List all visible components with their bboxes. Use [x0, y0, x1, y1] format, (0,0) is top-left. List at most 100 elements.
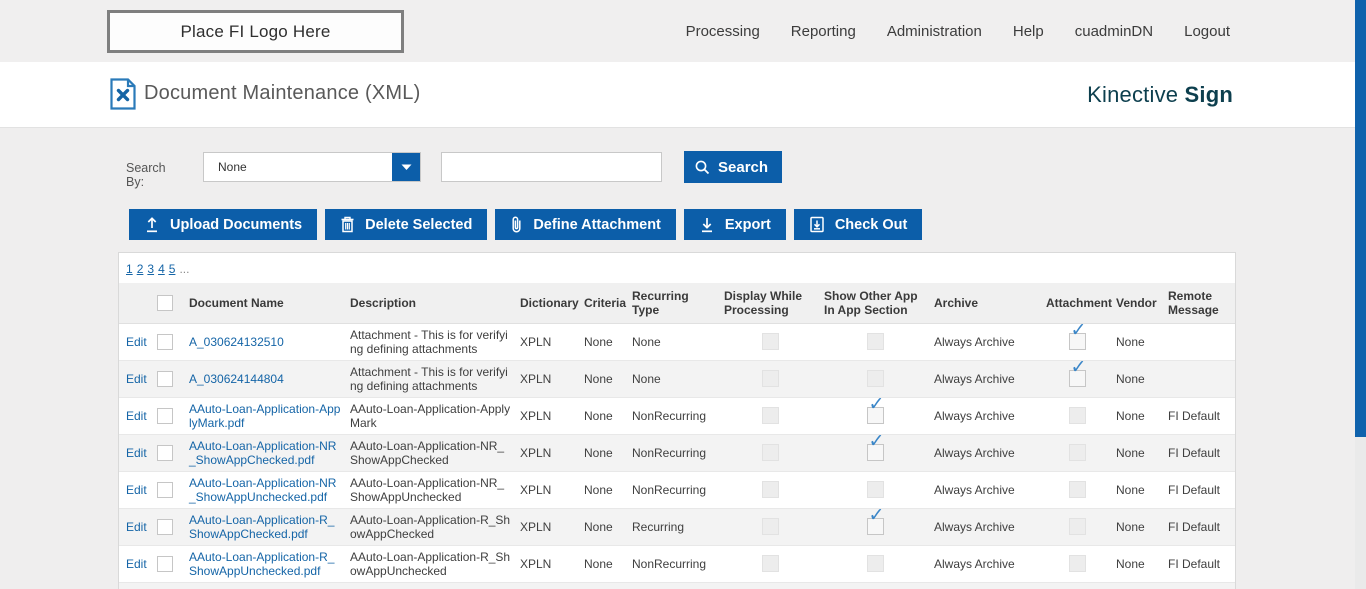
select-all-checkbox[interactable] [157, 294, 173, 311]
chevron-down-icon[interactable] [392, 153, 420, 181]
row-checkbox[interactable] [157, 444, 173, 461]
dictionary-cell: XPLN [516, 323, 580, 361]
document-name-link[interactable]: AAuto-Loan-Application-R_ShowAppChecked.… [189, 512, 335, 541]
document-xml-icon [110, 78, 136, 110]
show-other-app-checkbox [866, 370, 884, 387]
edit-link[interactable]: Edit [126, 482, 147, 497]
trash-icon [341, 216, 354, 233]
nav-logout[interactable]: Logout [1184, 22, 1230, 40]
page-scrollbar[interactable] [1355, 0, 1366, 589]
display-while-processing-checkbox [761, 333, 779, 350]
attachment-cell [1042, 397, 1112, 435]
archive-cell: Always Archive [930, 545, 1042, 583]
check-icon: ✓ [868, 431, 885, 452]
edit-link[interactable]: Edit [126, 371, 147, 386]
attachment-cell: ✓ [1042, 321, 1112, 361]
show-other-app-cell: ✓ [820, 395, 930, 435]
search-icon [695, 160, 710, 174]
check-icon: ✓ [868, 505, 885, 526]
nav-processing[interactable]: Processing [685, 22, 760, 40]
search-by-label: Search By: [126, 161, 166, 189]
archive-cell [930, 582, 1042, 589]
archive-cell: Always Archive [930, 360, 1042, 398]
document-name-link[interactable]: AAuto-Loan-Application-R_ShowAppUnchecke… [189, 549, 335, 578]
criteria-cell [580, 582, 628, 589]
dictionary-cell: XPLN [516, 508, 580, 546]
edit-column-header [119, 283, 153, 324]
remote-message-cell: FI Default [1164, 397, 1235, 435]
nav-reporting[interactable]: Reporting [790, 22, 856, 40]
page-link-2[interactable]: 2 [136, 262, 144, 276]
show-other-app-cell [820, 323, 930, 361]
col-dictionary: Dictionary [516, 283, 580, 324]
edit-link[interactable]: Edit [126, 556, 147, 571]
remote-message-cell [1164, 582, 1235, 589]
col-document-name: Document Name [185, 283, 346, 324]
delete-selected-button[interactable]: Delete Selected [325, 209, 488, 240]
col-criteria: Criteria [580, 283, 628, 324]
edit-link[interactable]: Edit [126, 334, 147, 349]
nav-help[interactable]: Help [1012, 22, 1044, 40]
attachment-cell [1042, 471, 1112, 509]
attachment-cell [1042, 582, 1112, 589]
table-row: Edit A_030624144804 Attachment - This is… [119, 358, 1235, 398]
description-cell: AAuto-Loan-Application-RS-A [346, 582, 516, 589]
document-name-link[interactable]: AAuto-Loan-Application-NR_ShowAppChecked… [189, 438, 337, 467]
row-checkbox[interactable] [157, 481, 173, 498]
check-out-button[interactable]: Check Out [793, 209, 923, 240]
page-link-5[interactable]: 5 [168, 262, 176, 276]
row-checkbox[interactable] [157, 407, 173, 424]
brand-logo: Kinective Sign [1087, 82, 1233, 108]
search-by-dropdown[interactable]: None [203, 152, 421, 182]
pagination-ellipsis: ... [179, 262, 190, 276]
nav-administration[interactable]: Administration [886, 22, 982, 40]
show-other-app-checkbox [866, 555, 884, 572]
attachment-checkbox [1068, 481, 1086, 498]
col-recurring-type: Recurring Type [628, 283, 720, 324]
criteria-cell: None [580, 434, 628, 472]
brand-suffix: Sign [1184, 82, 1233, 107]
check-out-label: Check Out [834, 216, 908, 233]
display-while-processing-cell [720, 471, 820, 509]
edit-link[interactable]: Edit [126, 445, 147, 460]
edit-link[interactable]: Edit [126, 519, 147, 534]
page-link-4[interactable]: 4 [158, 262, 165, 276]
search-input[interactable] [441, 152, 662, 182]
document-name-link[interactable]: A_030624144804 [189, 371, 284, 386]
page-link-3[interactable]: 3 [147, 262, 155, 276]
remote-message-cell: FI Default [1164, 545, 1235, 583]
vendor-cell: None [1112, 471, 1164, 509]
row-checkbox[interactable] [157, 555, 173, 572]
select-all-column-header [153, 283, 185, 324]
page-link-1[interactable]: 1 [126, 262, 133, 276]
remote-message-cell [1164, 323, 1235, 361]
attachment-checkbox: ✓ [1068, 321, 1086, 350]
define-attachment-button[interactable]: Define Attachment [495, 209, 676, 240]
document-name-link[interactable]: AAuto-Loan-Application-NR_ShowAppUncheck… [189, 475, 337, 504]
description-cell: AAuto-Loan-Application-ApplyMark [346, 397, 516, 435]
download-icon [701, 218, 712, 233]
display-while-processing-cell [720, 360, 820, 398]
row-checkbox[interactable] [157, 370, 173, 387]
upload-documents-button[interactable]: Upload Documents [129, 209, 318, 240]
main-nav: Processing Reporting Administration Help… [686, 0, 1230, 62]
row-checkbox[interactable] [157, 518, 173, 535]
export-button[interactable]: Export [683, 209, 786, 240]
remote-message-cell: FI Default [1164, 508, 1235, 546]
display-while-processing-checkbox [761, 407, 779, 424]
document-name-link[interactable]: A_030624132510 [189, 334, 284, 349]
document-name-link[interactable]: AAuto-Loan-Application-ApplyMark.pdf [189, 401, 341, 430]
search-button[interactable]: Search [684, 151, 783, 183]
display-while-processing-cell [720, 397, 820, 435]
scrollbar-thumb[interactable] [1355, 0, 1366, 437]
dictionary-cell: XPLN [516, 434, 580, 472]
topbar: Place FI Logo Here Processing Reporting … [0, 0, 1366, 62]
nav-user-cuadmindn[interactable]: cuadminDN [1074, 22, 1154, 40]
table-row: Edit AAuto-Loan-Application-ApplyMark.pd… [119, 395, 1235, 435]
attachment-checkbox [1068, 518, 1086, 535]
row-checkbox[interactable] [157, 333, 173, 350]
recurring-type-cell: None [628, 323, 720, 361]
edit-link[interactable]: Edit [126, 408, 147, 423]
description-cell: AAuto-Loan-Application-R_ShowAppUnchecke… [346, 545, 516, 583]
criteria-cell: None [580, 360, 628, 398]
